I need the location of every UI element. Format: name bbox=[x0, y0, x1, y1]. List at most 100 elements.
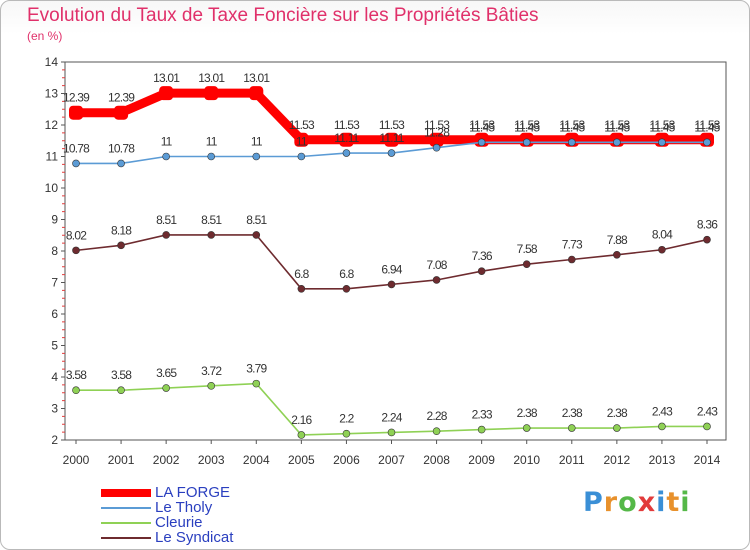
marker-le-tholy bbox=[162, 152, 170, 161]
legend-label-le-tholy: Le Tholy bbox=[155, 499, 213, 516]
data-label-le-syndicat: 6.8 bbox=[294, 267, 309, 281]
marker-cleurie bbox=[252, 379, 261, 388]
marker-le-tholy bbox=[387, 149, 396, 157]
data-label-le-tholy: 11.45 bbox=[514, 120, 540, 134]
proxiti-logo-letter: o bbox=[618, 487, 638, 518]
data-label-la-forge: 11.53 bbox=[559, 118, 585, 132]
marker-la-forge bbox=[204, 86, 219, 101]
marker-le-syndicat bbox=[297, 284, 306, 293]
data-label-cleurie: 2.38 bbox=[607, 406, 628, 420]
y-tick-label: 10 bbox=[45, 181, 59, 195]
marker-cleurie bbox=[703, 422, 711, 431]
x-tick-label: 2014 bbox=[694, 453, 721, 467]
marker-cleurie bbox=[387, 428, 396, 437]
marker-la-forge bbox=[249, 86, 264, 101]
marker-le-tholy bbox=[252, 152, 261, 161]
proxiti-logo-letter: x bbox=[637, 487, 657, 518]
y-tick-label: 5 bbox=[51, 339, 58, 353]
x-tick-label: 2002 bbox=[153, 453, 180, 467]
data-label-la-forge: 11.53 bbox=[604, 118, 630, 132]
marker-le-tholy bbox=[658, 138, 666, 147]
marker-la-forge bbox=[384, 132, 399, 147]
data-label-cleurie: 2.24 bbox=[381, 410, 402, 424]
data-label-cleurie: 2.38 bbox=[562, 406, 583, 420]
data-label-le-tholy: 10.78 bbox=[63, 141, 90, 155]
proxiti-logo-letter: r bbox=[603, 487, 619, 518]
marker-le-tholy bbox=[613, 138, 621, 147]
y-tick-label: 13 bbox=[45, 87, 59, 101]
marker-cleurie bbox=[522, 424, 531, 432]
data-label-le-tholy: 11.45 bbox=[604, 120, 630, 134]
marker-cleurie bbox=[567, 424, 576, 432]
marker-le-tholy bbox=[522, 138, 531, 147]
legend-label-cleurie: Cleurie bbox=[155, 514, 203, 531]
marker-la-forge bbox=[69, 105, 83, 120]
x-tick-label: 2009 bbox=[468, 453, 495, 467]
data-label-la-forge: 11.53 bbox=[334, 118, 360, 132]
y-tick-label: 11 bbox=[46, 150, 59, 164]
proxiti-logo-letter: P bbox=[583, 487, 604, 518]
data-label-la-forge: 11.53 bbox=[379, 118, 405, 132]
data-label-le-syndicat: 7.73 bbox=[562, 238, 583, 252]
chart-title: Evolution du Taux de Taxe Foncière sur l… bbox=[27, 5, 539, 26]
data-label-cleurie: 3.65 bbox=[156, 366, 177, 380]
data-labels-layer: 12.39 12.39 13.01 13.01 13.01 11.53 11.53 11.53… bbox=[63, 71, 722, 427]
data-label-le-tholy: 11.45 bbox=[469, 120, 495, 134]
x-tick-label: 2000 bbox=[63, 453, 90, 467]
marker-la-forge bbox=[294, 132, 309, 147]
marker-le-syndicat bbox=[117, 241, 125, 250]
x-tick-label: 2008 bbox=[423, 453, 450, 467]
y-tick-label: 14 bbox=[45, 55, 59, 69]
y-tick-label: 6 bbox=[51, 307, 58, 321]
y-tick-label: 2 bbox=[51, 433, 58, 447]
marker-cleurie bbox=[613, 424, 621, 432]
data-label-le-tholy: 11.11 bbox=[379, 131, 404, 145]
legend-swatch-cleurie bbox=[101, 522, 151, 524]
data-label-la-forge: 13.01 bbox=[198, 71, 225, 85]
marker-la-forge bbox=[114, 105, 129, 120]
data-label-le-syndicat: 7.36 bbox=[472, 249, 493, 263]
data-label-cleurie: 2.2 bbox=[339, 412, 354, 426]
x-tick-label: 2003 bbox=[198, 453, 225, 467]
marker-le-syndicat bbox=[477, 267, 486, 275]
data-label-le-syndicat: 7.58 bbox=[517, 242, 538, 256]
data-label-la-forge: 11.53 bbox=[514, 118, 540, 132]
x-tick-label: 2011 bbox=[559, 453, 585, 467]
x-tick-label: 2006 bbox=[333, 453, 360, 467]
proxiti-logo: Proxiti bbox=[583, 487, 691, 518]
marker-cleurie bbox=[207, 382, 216, 390]
marker-le-syndicat bbox=[387, 280, 396, 289]
data-label-le-syndicat: 6.8 bbox=[339, 267, 354, 281]
data-label-la-forge: 12.39 bbox=[63, 91, 90, 105]
y-tick-label: 9 bbox=[51, 213, 58, 227]
data-label-le-tholy: 11.11 bbox=[334, 131, 359, 145]
data-label-la-forge: 12.39 bbox=[108, 91, 135, 105]
marker-le-syndicat bbox=[207, 231, 216, 239]
data-label-le-tholy: 11.28 bbox=[424, 126, 450, 140]
marker-le-syndicat bbox=[658, 245, 666, 254]
x-tick-label: 2007 bbox=[378, 453, 405, 467]
data-label-le-syndicat: 6.94 bbox=[381, 262, 402, 276]
marker-le-tholy bbox=[477, 138, 486, 147]
marker-cleurie bbox=[72, 386, 80, 395]
y-tick-label: 12 bbox=[45, 118, 59, 132]
x-tick-label: 2005 bbox=[288, 453, 315, 467]
data-label-cleurie: 2.16 bbox=[291, 413, 312, 427]
marker-le-syndicat bbox=[522, 260, 531, 269]
data-label-le-syndicat: 8.36 bbox=[697, 218, 718, 232]
data-label-le-syndicat: 8.02 bbox=[66, 228, 87, 242]
x-tick-label: 2012 bbox=[604, 453, 631, 467]
data-label-le-tholy: 11 bbox=[251, 135, 263, 149]
data-label-le-tholy: 11 bbox=[161, 135, 173, 149]
marker-le-syndicat bbox=[72, 246, 80, 255]
data-label-le-syndicat: 7.08 bbox=[426, 258, 447, 272]
legend-label-la-forge: LA FORGE bbox=[155, 484, 231, 501]
data-label-la-forge: 11.53 bbox=[649, 118, 675, 132]
y-tick-label: 8 bbox=[51, 244, 58, 258]
data-label-le-tholy: 11.45 bbox=[694, 120, 720, 134]
y-tick-label: 7 bbox=[51, 276, 58, 290]
data-label-le-syndicat: 8.51 bbox=[246, 213, 267, 227]
marker-le-syndicat bbox=[432, 276, 441, 284]
data-label-le-tholy: 11.45 bbox=[559, 120, 585, 134]
y-tick-label: 3 bbox=[51, 402, 58, 416]
